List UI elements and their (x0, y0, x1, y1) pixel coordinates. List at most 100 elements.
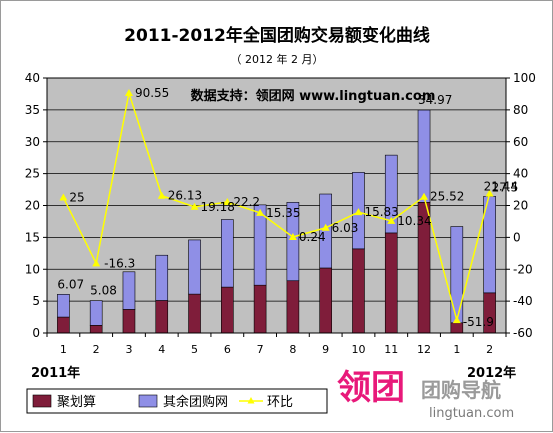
bar-total-label: 34.97 (418, 93, 452, 107)
legend-swatch-juhuasuan (32, 394, 52, 408)
bars-group (57, 109, 496, 334)
x-tick-label: 1 (60, 343, 67, 356)
x-tick-label: 5 (191, 343, 198, 356)
left-tick-label: 15 (25, 230, 40, 244)
bar-others (450, 226, 464, 324)
bar-juhuasuan (319, 267, 332, 334)
legend-box (26, 388, 328, 414)
x-tick-label: 7 (257, 343, 264, 356)
left-tick-label: 35 (25, 103, 40, 117)
line-value-label: 10.34 (397, 214, 431, 228)
x-tick-label: 8 (289, 343, 296, 356)
legend-label-juhuasuan: 聚划算 (57, 395, 96, 410)
line-value-label: 25.52 (430, 190, 464, 204)
right-tick-label: 100 (513, 71, 536, 85)
line-value-label: 26.13 (168, 189, 202, 203)
left-tick-label: 5 (32, 294, 40, 308)
lingtuan-logo: 领团 团购导航 lingtuan.com (337, 368, 514, 421)
bar-juhuasuan (286, 280, 300, 334)
right-tick-label: 0 (513, 230, 521, 244)
x-axis: 1 2 3 4 5 6 7 8 9 10 11 12 1 2 (46, 333, 507, 356)
x-tick-label: 4 (158, 343, 165, 356)
bar-total-label: 21.44 (484, 179, 518, 193)
bar-juhuasuan (122, 309, 136, 334)
legend: 聚划算 其余团购网 环比 (26, 388, 328, 414)
line-point (420, 192, 429, 200)
line-mom (62, 92, 491, 324)
x-tick-label: 3 (125, 343, 132, 356)
bar-juhuasuan (450, 322, 464, 334)
legend-label-mom: 环比 (267, 395, 293, 410)
x-tick-label: 12 (417, 343, 431, 356)
left-tick-label: 25 (25, 167, 40, 181)
bar-others (417, 109, 431, 203)
bar-juhuasuan (384, 232, 398, 334)
legend-swatch-others (138, 394, 158, 408)
left-tick-label: 40 (25, 71, 40, 85)
x-tick-label: 6 (224, 343, 231, 356)
line-point (190, 202, 199, 210)
x-tick-label: 2 (93, 343, 100, 356)
line-value-label: 25 (69, 191, 84, 205)
x-tick-label: 9 (322, 343, 329, 356)
line-value-label: 22.2 (233, 195, 260, 209)
left-tick-label: 20 (25, 199, 40, 213)
line-point (256, 208, 265, 216)
bar-juhuasuan (57, 316, 70, 334)
bar-juhuasuan (253, 284, 267, 334)
line-value-label: 15.35 (266, 206, 300, 220)
bar-juhuasuan (89, 325, 103, 334)
logo-url: lingtuan.com (429, 406, 514, 421)
line-point (288, 232, 297, 240)
bar-juhuasuan (352, 248, 365, 334)
right-tick-label: 80 (513, 103, 528, 117)
line-point (354, 208, 363, 216)
bar-others (221, 219, 234, 288)
bar-others (57, 294, 70, 318)
line-point (452, 316, 461, 324)
logo-chinese-name: 团购导航 (421, 378, 501, 402)
bar-others (319, 193, 332, 269)
bar-others (253, 204, 267, 286)
right-axis: -60 -40 -20 0 20 40 60 80 100 (506, 71, 536, 340)
bar-others (384, 154, 398, 234)
x-tick-label: 10 (351, 343, 365, 356)
line-value-label: 27.5 (492, 181, 519, 195)
right-tick-label: 20 (513, 199, 528, 213)
line-point (59, 193, 68, 201)
line-point (321, 223, 330, 231)
line-point (387, 216, 396, 224)
right-tick-label: 60 (513, 135, 528, 149)
left-tick-label: 10 (25, 262, 40, 276)
line-point (124, 89, 133, 97)
legend-marker-triangle (247, 397, 255, 404)
left-tick-label: 30 (25, 135, 40, 149)
line-point (223, 197, 232, 205)
bar-others (122, 271, 136, 310)
x-tick-label: 11 (384, 343, 398, 356)
line-series-group (59, 89, 494, 324)
line-value-label: 15.83 (364, 205, 398, 219)
right-tick-label: -60 (513, 326, 533, 340)
line-value-label: 0.24 (299, 230, 326, 244)
chart-subtitle: （ 2012 年 2 月） (231, 52, 324, 66)
bar-total-label: 5.08 (90, 284, 117, 298)
line-point (485, 189, 494, 197)
bar-others (188, 239, 201, 295)
logo-text: 领团 (337, 368, 405, 408)
line-value-label: -51.9 (463, 315, 494, 329)
right-tick-label: -20 (513, 262, 533, 276)
left-tick-label: 0 (32, 326, 40, 340)
chart-title: 2011-2012年全国团购交易额变化曲线 (124, 25, 430, 46)
bar-others (286, 202, 300, 282)
bar-juhuasuan (155, 300, 169, 334)
bar-others (155, 254, 169, 301)
right-tick-label: 40 (513, 167, 528, 181)
left-axis: 0 5 10 15 20 25 30 35 40 (25, 71, 47, 340)
line-point (92, 259, 101, 267)
bar-total-label: 6.07 (57, 277, 84, 291)
bar-total-labels: 6.07 5.08 34.97 21.44 (57, 93, 518, 298)
line-value-label: 90.55 (135, 86, 169, 100)
